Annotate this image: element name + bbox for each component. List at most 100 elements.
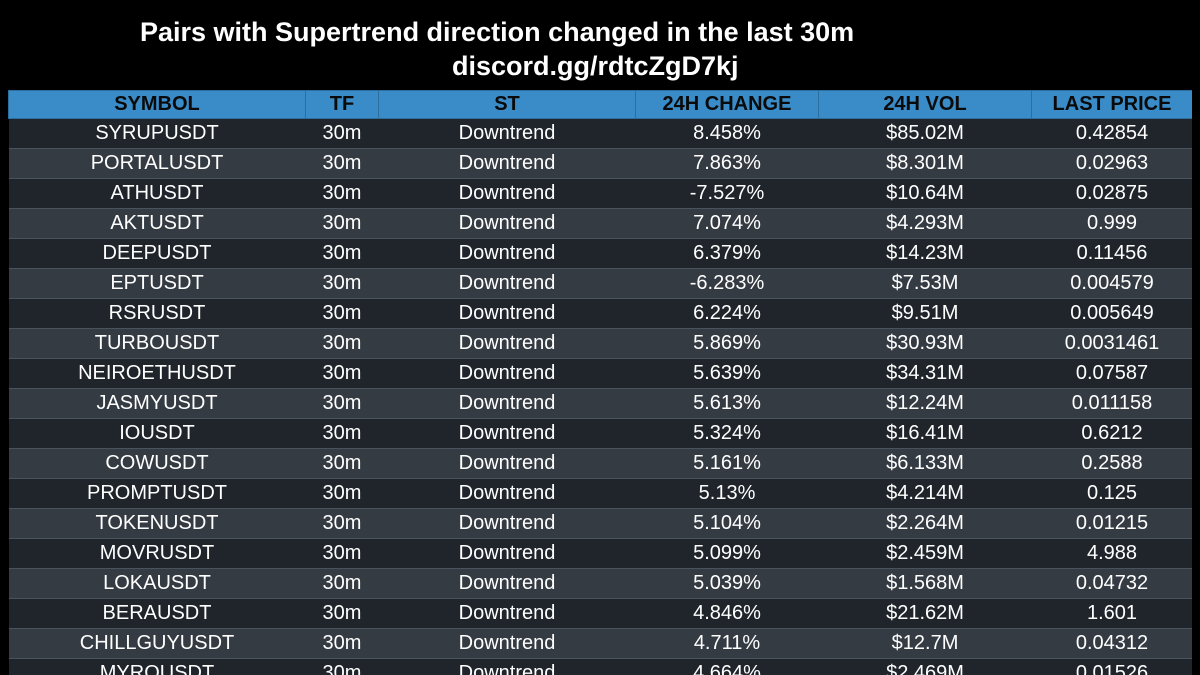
supertrend-cell: Downtrend [378,148,636,179]
supertrend-cell: Downtrend [378,658,636,675]
symbol-cell: EPTUSDT [8,268,306,299]
change-cell: 4.711% [635,628,819,659]
supertrend-cell: Downtrend [378,118,636,149]
symbol-cell: RSRUSDT [8,298,306,329]
symbol-cell: JASMYUSDT [8,388,306,419]
symbol-cell: PORTALUSDT [8,148,306,179]
change-cell: 5.324% [635,418,819,449]
symbol-cell: BERAUSDT [8,598,306,629]
table-row[interactable]: COWUSDT 30m Downtrend 5.161% $6.133M 0.2588 [8,448,1192,479]
change-cell: 5.613% [635,388,819,419]
symbol-cell: TOKENUSDT [8,508,306,539]
table-row[interactable]: MOVRUSDT 30m Downtrend 5.099% $2.459M 4.988 [8,538,1192,569]
symbol-cell: LOKAUSDT [8,568,306,599]
table-row[interactable]: PROMPTUSDT 30m Downtrend 5.13% $4.214M 0.125 [8,478,1192,509]
price-cell: 0.999 [1031,208,1192,239]
volume-cell: $4.214M [818,478,1032,509]
table-row[interactable]: SYRUPUSDT 30m Downtrend 8.458% $85.02M 0.4285… [8,118,1192,149]
table-body: SYRUPUSDT 30m Downtrend 8.458% $85.02M 0.4285… [8,118,1192,675]
table-row[interactable]: RSRUSDT 30m Downtrend 6.224% $9.51M 0.005649 [8,298,1192,329]
change-cell: 5.099% [635,538,819,569]
column-header-symbol[interactable]: SYMBOL [8,90,306,119]
table-row[interactable]: LOKAUSDT 30m Downtrend 5.039% $1.568M 0.04732 [8,568,1192,599]
volume-cell: $30.93M [818,328,1032,359]
volume-cell: $12.7M [818,628,1032,659]
supertrend-cell: Downtrend [378,208,636,239]
change-cell: 4.664% [635,658,819,675]
timeframe-cell: 30m [305,118,379,149]
symbol-cell: MOVRUSDT [8,538,306,569]
column-header-24h-change[interactable]: 24H CHANGE [635,90,819,119]
change-cell: 5.869% [635,328,819,359]
volume-cell: $2.264M [818,508,1032,539]
table-row[interactable]: JASMYUSDT 30m Downtrend 5.613% $12.24M 0.0111… [8,388,1192,419]
price-cell: 0.42854 [1031,118,1192,149]
supertrend-cell: Downtrend [378,238,636,269]
timeframe-cell: 30m [305,178,379,209]
timeframe-cell: 30m [305,268,379,299]
timeframe-cell: 30m [305,238,379,269]
table-row[interactable]: EPTUSDT 30m Downtrend -6.283% $7.53M 0.004579 [8,268,1192,299]
supertrend-cell: Downtrend [378,388,636,419]
timeframe-cell: 30m [305,538,379,569]
change-cell: 5.104% [635,508,819,539]
volume-cell: $4.293M [818,208,1032,239]
volume-cell: $12.24M [818,388,1032,419]
price-cell: 0.04312 [1031,628,1192,659]
change-cell: 5.039% [635,568,819,599]
table-row[interactable]: BERAUSDT 30m Downtrend 4.846% $21.62M 1.601 [8,598,1192,629]
change-cell: 7.074% [635,208,819,239]
supertrend-cell: Downtrend [378,478,636,509]
column-header-last-price[interactable]: LAST PRICE [1031,90,1192,119]
change-cell: 5.639% [635,358,819,389]
volume-cell: $2.459M [818,538,1032,569]
change-cell: 7.863% [635,148,819,179]
supertrend-cell: Downtrend [378,538,636,569]
discord-link[interactable]: discord.gg/rdtcZgD7kj [452,51,739,81]
change-cell: 4.846% [635,598,819,629]
volume-cell: $1.568M [818,568,1032,599]
price-cell: 0.01215 [1031,508,1192,539]
symbol-cell: COWUSDT [8,448,306,479]
symbol-cell: IOUSDT [8,418,306,449]
table-row[interactable]: TOKENUSDT 30m Downtrend 5.104% $2.264M 0.0121… [8,508,1192,539]
volume-cell: $6.133M [818,448,1032,479]
table-row[interactable]: PORTALUSDT 30m Downtrend 7.863% $8.301M 0.029… [8,148,1192,179]
price-cell: 1.601 [1031,598,1192,629]
supertrend-cell: Downtrend [378,298,636,329]
column-header-24h-vol[interactable]: 24H VOL [818,90,1032,119]
table-row[interactable]: CHILLGUYUSDT 30m Downtrend 4.711% $12.7M 0.04… [8,628,1192,659]
symbol-cell: AKTUSDT [8,208,306,239]
price-cell: 0.6212 [1031,418,1192,449]
timeframe-cell: 30m [305,328,379,359]
supertrend-cell: Downtrend [378,448,636,479]
change-cell: 6.379% [635,238,819,269]
timeframe-cell: 30m [305,508,379,539]
table-row[interactable]: DEEPUSDT 30m Downtrend 6.379% $14.23M 0.11456 [8,238,1192,269]
price-cell: 0.005649 [1031,298,1192,329]
change-cell: -6.283% [635,268,819,299]
table-row[interactable]: TURBOUSDT 30m Downtrend 5.869% $30.93M 0.0031… [8,328,1192,359]
timeframe-cell: 30m [305,478,379,509]
price-cell: 0.0031461 [1031,328,1192,359]
supertrend-cell: Downtrend [378,268,636,299]
table-row[interactable]: ATHUSDT 30m Downtrend -7.527% $10.64M 0.02875 [8,178,1192,209]
table-row[interactable]: IOUSDT 30m Downtrend 5.324% $16.41M 0.6212 [8,418,1192,449]
timeframe-cell: 30m [305,208,379,239]
column-header-tf[interactable]: TF [305,90,379,119]
column-header-st[interactable]: ST [378,90,636,119]
timeframe-cell: 30m [305,568,379,599]
volume-cell: $9.51M [818,298,1032,329]
table-row[interactable]: AKTUSDT 30m Downtrend 7.074% $4.293M 0.999 [8,208,1192,239]
table-row[interactable]: NEIROETHUSDT 30m Downtrend 5.639% $34.31M 0.0… [8,358,1192,389]
change-cell: -7.527% [635,178,819,209]
symbol-cell: NEIROETHUSDT [8,358,306,389]
table-row[interactable]: MYROUSDT 30m Downtrend 4.664% $2.469M 0.01526 [8,658,1192,675]
volume-cell: $85.02M [818,118,1032,149]
page-title: Pairs with Supertrend direction changed … [140,17,855,47]
pairs-table-container: SYMBOL TF ST 24H CHANGE 24H VOL LAST PRI… [8,90,1192,675]
timeframe-cell: 30m [305,388,379,419]
timeframe-cell: 30m [305,358,379,389]
table-header-row: SYMBOL TF ST 24H CHANGE 24H VOL LAST PRI… [8,90,1192,119]
supertrend-cell: Downtrend [378,568,636,599]
